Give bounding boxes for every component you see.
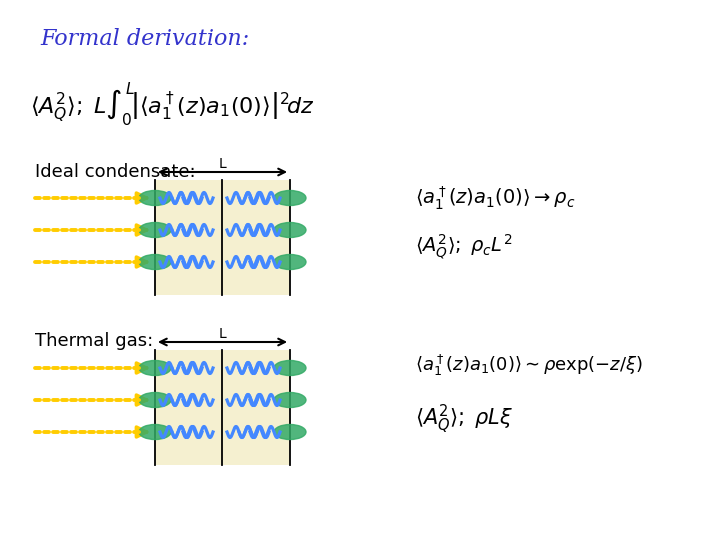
Text: L: L <box>219 157 226 171</box>
Text: $\langle a_1^\dagger(z)a_1(0)\rangle \sim \rho\exp(-z/\xi)$: $\langle a_1^\dagger(z)a_1(0)\rangle \si… <box>415 353 643 378</box>
Ellipse shape <box>139 393 171 408</box>
Ellipse shape <box>139 254 171 269</box>
Text: $\langle A_Q^2\rangle$$;\;  \rho_c L^2$: $\langle A_Q^2\rangle$$;\; \rho_c L^2$ <box>415 233 513 261</box>
Text: Ideal condensate:: Ideal condensate: <box>35 163 196 181</box>
Ellipse shape <box>274 424 306 440</box>
Bar <box>155 350 290 465</box>
Text: $\langle A_Q^2\rangle$$; \; L\int_0^L\!\left|\langle a_1^\dagger(z)a_1(0)\rangle: $\langle A_Q^2\rangle$$; \; L\int_0^L\!\… <box>30 80 315 128</box>
Ellipse shape <box>274 222 306 238</box>
Ellipse shape <box>139 361 171 375</box>
Text: Thermal gas:: Thermal gas: <box>35 332 153 350</box>
Ellipse shape <box>139 191 171 206</box>
Ellipse shape <box>274 393 306 408</box>
Ellipse shape <box>274 254 306 269</box>
Text: L: L <box>219 327 226 341</box>
Ellipse shape <box>274 361 306 375</box>
Bar <box>155 180 290 295</box>
Ellipse shape <box>139 222 171 238</box>
Ellipse shape <box>139 424 171 440</box>
Ellipse shape <box>274 191 306 206</box>
Text: $\langle A_Q^2\rangle$$;\;   \rho L\xi$: $\langle A_Q^2\rangle$$;\; \rho L\xi$ <box>415 403 513 436</box>
Text: $\langle a_1^\dagger(z)a_1(0)\rangle \rightarrow \rho_c$: $\langle a_1^\dagger(z)a_1(0)\rangle \ri… <box>415 185 576 212</box>
Text: Formal derivation:: Formal derivation: <box>40 28 249 50</box>
